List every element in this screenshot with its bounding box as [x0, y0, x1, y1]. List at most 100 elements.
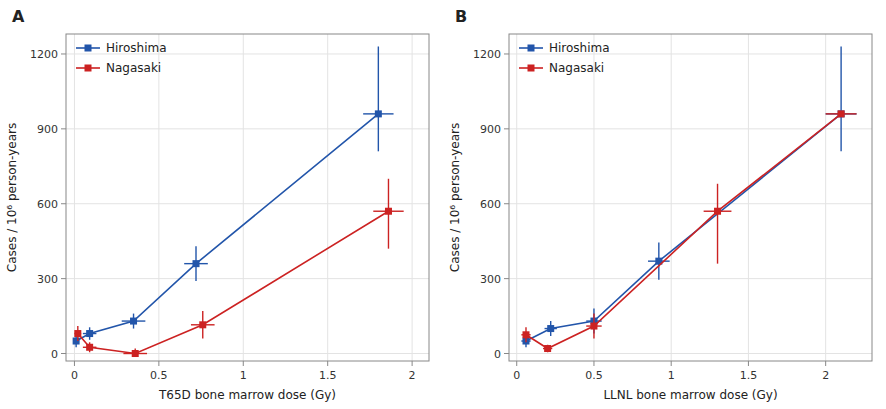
plot-frame [509, 34, 872, 361]
x-axis-label: T65D bone marrow dose (Gy) [158, 388, 336, 402]
background [0, 0, 886, 409]
error-bar-y [378, 46, 379, 151]
grid-line-y [66, 278, 429, 279]
legend-label: Hiroshima [106, 41, 167, 55]
error-bar-y [717, 184, 718, 264]
legend-marker [528, 45, 535, 52]
point [714, 208, 721, 215]
grid-line-x [516, 34, 517, 361]
grid-line-y [66, 128, 429, 129]
point [193, 260, 200, 267]
panel: 0 300 600 900 1200 0 0.5 1 1.5 2 LLNL bone marrow … [448, 7, 872, 402]
tick-y [61, 203, 66, 204]
grid-line-x [243, 34, 244, 361]
tick-y [504, 278, 509, 279]
point [86, 344, 93, 351]
tick-x [593, 361, 594, 366]
point [544, 345, 551, 352]
legend: HiroshimaNagasaki [519, 41, 610, 75]
point [547, 325, 554, 332]
x-axis-label: LLNL bone marrow dose (Gy) [603, 388, 777, 402]
tick-label-y: 600 [480, 198, 501, 211]
grid-line-x [825, 34, 826, 361]
tick-y [61, 53, 66, 54]
y-axis-label: Cases / 10⁶ person-years [448, 123, 462, 272]
tick-y [504, 128, 509, 129]
grid-line-x [748, 34, 749, 361]
tick-label-x: 1.5 [740, 369, 758, 382]
panel-title: B [455, 7, 467, 26]
tick-y [504, 53, 509, 54]
tick-label-x: 0.5 [150, 369, 168, 382]
grid-line-x [671, 34, 672, 361]
legend-marker [85, 45, 92, 52]
tick-y [61, 128, 66, 129]
tick-label-x: 1 [668, 369, 675, 382]
grid-line-y [66, 353, 429, 354]
tick-x [158, 361, 159, 366]
tick-label-y: 300 [480, 273, 501, 286]
chart-canvas: 0 300 600 900 1200 0 0.5 1 1.5 2 T65D bone marrow … [0, 0, 886, 409]
tick-label-y: 0 [51, 348, 58, 361]
tick-y [61, 353, 66, 354]
grid-line-y [509, 278, 872, 279]
tick-label-y: 1200 [30, 48, 58, 61]
tick-label-x: 2 [822, 369, 829, 382]
series-line [78, 211, 389, 353]
grid-line-y [509, 128, 872, 129]
point [590, 323, 597, 330]
grid-line-y [509, 353, 872, 354]
legend-marker [85, 65, 92, 72]
point [73, 338, 80, 345]
series-line [526, 114, 841, 349]
tick-label-x: 2 [409, 369, 416, 382]
series-line [76, 114, 378, 341]
point [375, 110, 382, 117]
error-bar-y [840, 46, 841, 151]
tick-label-x: 0.5 [585, 369, 603, 382]
grid-line-x [74, 34, 75, 361]
series [73, 46, 394, 347]
point [838, 110, 845, 117]
grid-line-y [66, 203, 429, 204]
point [86, 330, 93, 337]
legend-label: Nagasaki [549, 61, 604, 75]
grid-line-y [509, 203, 872, 204]
point [838, 110, 845, 117]
tick-x [516, 361, 517, 366]
point [522, 331, 529, 338]
series [521, 110, 856, 352]
tick-x [671, 361, 672, 366]
grid-line-x [327, 34, 328, 361]
tick-label-x: 1.5 [319, 369, 337, 382]
tick-label-x: 0 [513, 369, 520, 382]
series-line [526, 114, 841, 341]
tick-y [61, 278, 66, 279]
legend-marker [528, 65, 535, 72]
grid-line-x [412, 34, 413, 361]
tick-label-y: 900 [37, 123, 58, 136]
tick-x [748, 361, 749, 366]
point [74, 330, 81, 337]
tick-x [243, 361, 244, 366]
legend-label: Nagasaki [106, 61, 161, 75]
tick-label-y: 600 [37, 198, 58, 211]
panel-title: A [12, 7, 25, 26]
tick-label-x: 0 [71, 369, 78, 382]
point [199, 321, 206, 328]
series [521, 46, 856, 347]
series [74, 179, 403, 357]
tick-label-y: 0 [494, 348, 501, 361]
tick-label-y: 1200 [473, 48, 501, 61]
y-axis-label: Cases / 10⁶ person-years [5, 123, 19, 272]
point [132, 350, 139, 357]
point [385, 208, 392, 215]
tick-label-y: 900 [480, 123, 501, 136]
tick-x [327, 361, 328, 366]
tick-x [74, 361, 75, 366]
tick-label-y: 300 [37, 273, 58, 286]
grid-line-x [593, 34, 594, 361]
panel: 0300600900120000.511.52T65D bone marrow … [5, 7, 429, 402]
legend: Hiroshima Nagasaki [76, 41, 167, 75]
plot-frame [66, 34, 429, 361]
